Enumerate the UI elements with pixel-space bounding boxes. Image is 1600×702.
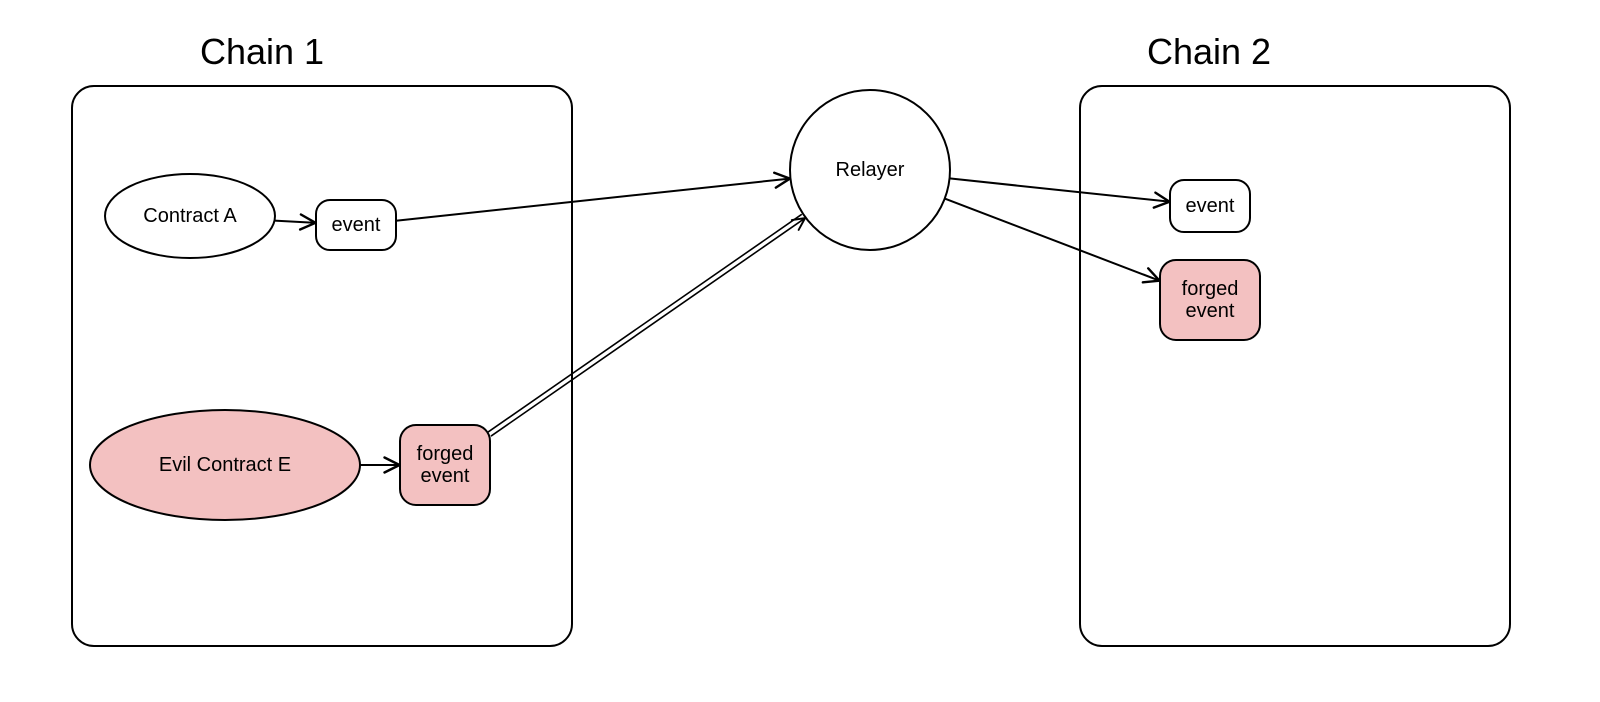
node-forgedA: forgedevent [400, 425, 490, 505]
chain2-container: Chain 2 [1080, 31, 1510, 646]
edge-relayer-forgedB [945, 199, 1158, 281]
edge-relayer-eventB [950, 178, 1168, 201]
svg-text:Contract A: Contract A [143, 205, 237, 227]
chain2-box [1080, 86, 1510, 646]
svg-text:event: event [332, 214, 381, 236]
node-evilContract: Evil Contract E [90, 410, 360, 520]
svg-text:event: event [1186, 195, 1235, 217]
chain1-title: Chain 1 [200, 31, 324, 72]
node-forgedB: forgedevent [1160, 260, 1260, 340]
node-relayer: Relayer [790, 90, 950, 250]
edge-forgedA-relayer [489, 215, 804, 436]
edges [274, 178, 1168, 465]
edge-contractA-eventA [274, 221, 314, 223]
svg-text:forged: forged [417, 443, 474, 465]
chain1-container: Chain 1 [72, 31, 572, 646]
edge-eventA-relayer [396, 179, 788, 221]
svg-text:Evil Contract E: Evil Contract E [159, 454, 291, 476]
chain1-box [72, 86, 572, 646]
node-contractA: Contract A [105, 174, 275, 258]
chain2-title: Chain 2 [1147, 31, 1271, 72]
nodes: Contract AeventEvil Contract Eforgedeven… [90, 90, 1260, 520]
node-eventA: event [316, 200, 396, 250]
svg-text:event: event [1186, 300, 1235, 322]
node-eventB: event [1170, 180, 1250, 232]
svg-text:event: event [421, 465, 470, 487]
relayer-diagram: Chain 1 Chain 2 Contract A event Evil Cont… [0, 0, 1600, 702]
svg-text:Relayer: Relayer [836, 159, 905, 181]
svg-text:forged: forged [1182, 278, 1239, 300]
